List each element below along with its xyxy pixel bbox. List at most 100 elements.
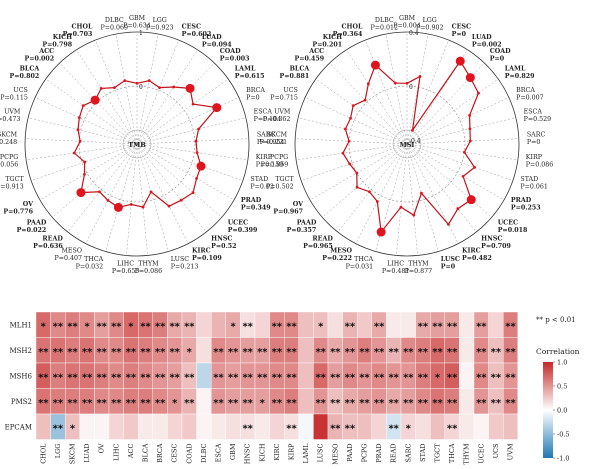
radar-p-value-label: P=0.859 — [261, 162, 289, 169]
heatmap-significance-stars: ** — [505, 398, 516, 409]
radar-point — [149, 190, 153, 194]
radar-p-value-label: P=0.056 — [0, 162, 18, 169]
radar-spoke — [406, 33, 429, 145]
radar-category-label: PAAD — [297, 220, 317, 227]
heatmap-column-label: PAAD — [346, 444, 354, 462]
heatmap-cell — [400, 311, 416, 338]
radar-point — [348, 162, 352, 166]
radar-spoke — [406, 78, 499, 145]
radar-point — [147, 79, 151, 83]
radar-significant-point — [212, 103, 222, 113]
heatmap-cell — [196, 388, 212, 415]
heatmap-cell — [254, 413, 270, 440]
radar-point — [412, 213, 416, 217]
heatmap-significance-stars: ** — [374, 321, 385, 332]
radar-p-value-label: P=0.061 — [520, 184, 548, 191]
heatmap-significance-stars: ** — [53, 372, 64, 383]
radar-spoke — [136, 143, 248, 161]
radar-p-value-label: P=0.482 — [462, 255, 492, 262]
heatmap-significance-stars: ** — [286, 423, 297, 434]
radar-p-value-label: P=0.52 — [211, 243, 236, 250]
heatmap-column-label: CHOL — [39, 443, 47, 464]
radar-category-label: UCEC — [228, 220, 248, 227]
heatmap-cell — [459, 388, 475, 415]
radar-category-label: THYM — [408, 260, 429, 267]
radar-spoke — [136, 143, 189, 244]
heatmap-cell — [225, 413, 241, 440]
radar-point — [461, 174, 465, 178]
radar-p-value-label: P=0 — [452, 31, 467, 38]
heatmap-significance-stars: ** — [374, 347, 385, 358]
radar-category-label: MESO — [330, 248, 352, 255]
radar-p-value-label: P=0.002 — [24, 56, 54, 63]
radar-category-label: KIRP — [256, 154, 273, 161]
radar-point — [468, 139, 472, 143]
radar-category-label: COAD — [490, 48, 511, 55]
heatmap-significance-stars: * — [172, 398, 178, 409]
radar-p-value-label: P=0.086 — [135, 268, 163, 275]
radar-spoke — [115, 33, 138, 145]
radar-spoke — [355, 143, 408, 244]
heatmap-cell — [269, 413, 285, 440]
radar-category-label: SKCM — [0, 131, 18, 138]
heatmap-significance-stars: ** — [82, 347, 93, 358]
heatmap-column-label: ESCA — [215, 443, 223, 462]
radar-significant-point — [76, 188, 86, 198]
radar-point — [366, 82, 370, 86]
heatmap-significance-stars: ** — [126, 347, 137, 358]
radar-spoke — [28, 117, 138, 145]
radar-category-label: ESCA — [524, 109, 543, 116]
radar-spoke — [136, 143, 207, 233]
radar-series-line — [342, 60, 480, 234]
radar-p-value-label: P=0 — [527, 139, 541, 146]
heatmap-cell — [415, 413, 431, 440]
radar-significant-point — [465, 73, 475, 83]
radar-p-value-label: P=0.104 — [254, 116, 282, 123]
heatmap-column-label: HNSC — [244, 443, 252, 464]
heatmap-significance-stars: ** — [155, 321, 166, 332]
heatmap-cell — [167, 413, 183, 440]
radar-spoke — [35, 97, 138, 145]
radar-category-label: DLBC — [375, 17, 394, 24]
colorbar-tick-label: 0.5 — [557, 383, 567, 391]
correlation-legend: ** p < 0.01 Correlation 1.0 0.5 0.0 -0.5 -1.… — [536, 316, 580, 463]
heatmap-column-label: LUSC — [317, 443, 325, 462]
radar-point — [399, 205, 403, 209]
heatmap-significance-stars: ** — [96, 321, 107, 332]
radar-p-value-label: P=0.881 — [280, 73, 310, 80]
heatmap-column-label: GBM — [229, 443, 237, 460]
radar-p-value-label: P=0.967 — [273, 209, 303, 216]
heatmap-significance-stars: ** — [140, 347, 151, 358]
radar-category-label: READ — [42, 235, 63, 242]
radar-p-value-label: P=0.615 — [235, 73, 265, 80]
radar-p-value-label: P=0.923 — [146, 25, 174, 32]
heatmap-significance-stars: ** — [96, 398, 107, 409]
radar-spoke — [305, 97, 408, 145]
heatmap-significance-stars: ** — [53, 321, 64, 332]
heatmap-significance-stars: ** — [184, 321, 195, 332]
heatmap-significance-stars: * — [260, 398, 266, 409]
heatmap-cell — [459, 413, 475, 440]
radar-point — [343, 127, 347, 131]
radar-category-label: HNSC — [481, 235, 502, 242]
heatmap-cell — [196, 362, 212, 389]
radar-p-value-label: P=0 — [441, 264, 456, 271]
heatmap-significance-stars: ** — [476, 398, 487, 409]
radar-point — [141, 205, 145, 209]
radar-category-label: UVM — [274, 109, 291, 116]
heatmap-significance-stars: ** — [345, 423, 356, 434]
heatmap-cell — [152, 413, 168, 440]
heatmap-cell — [503, 413, 519, 440]
heatmap-column-label: UCS — [492, 444, 500, 459]
radar-p-value-label: P=0.032 — [76, 264, 104, 271]
radar-category-label: PCPG — [0, 154, 18, 161]
radar-category-label: KIRC — [462, 248, 481, 255]
heatmap-significance-stars: ** — [272, 372, 283, 383]
radar-spoke — [136, 143, 243, 181]
heatmap-significance-stars: * — [435, 372, 441, 383]
heatmap-significance-stars: ** — [330, 423, 341, 434]
heatmap-significance-stars: ** — [140, 321, 151, 332]
radar-p-value-label: P=0.003 — [220, 56, 250, 63]
